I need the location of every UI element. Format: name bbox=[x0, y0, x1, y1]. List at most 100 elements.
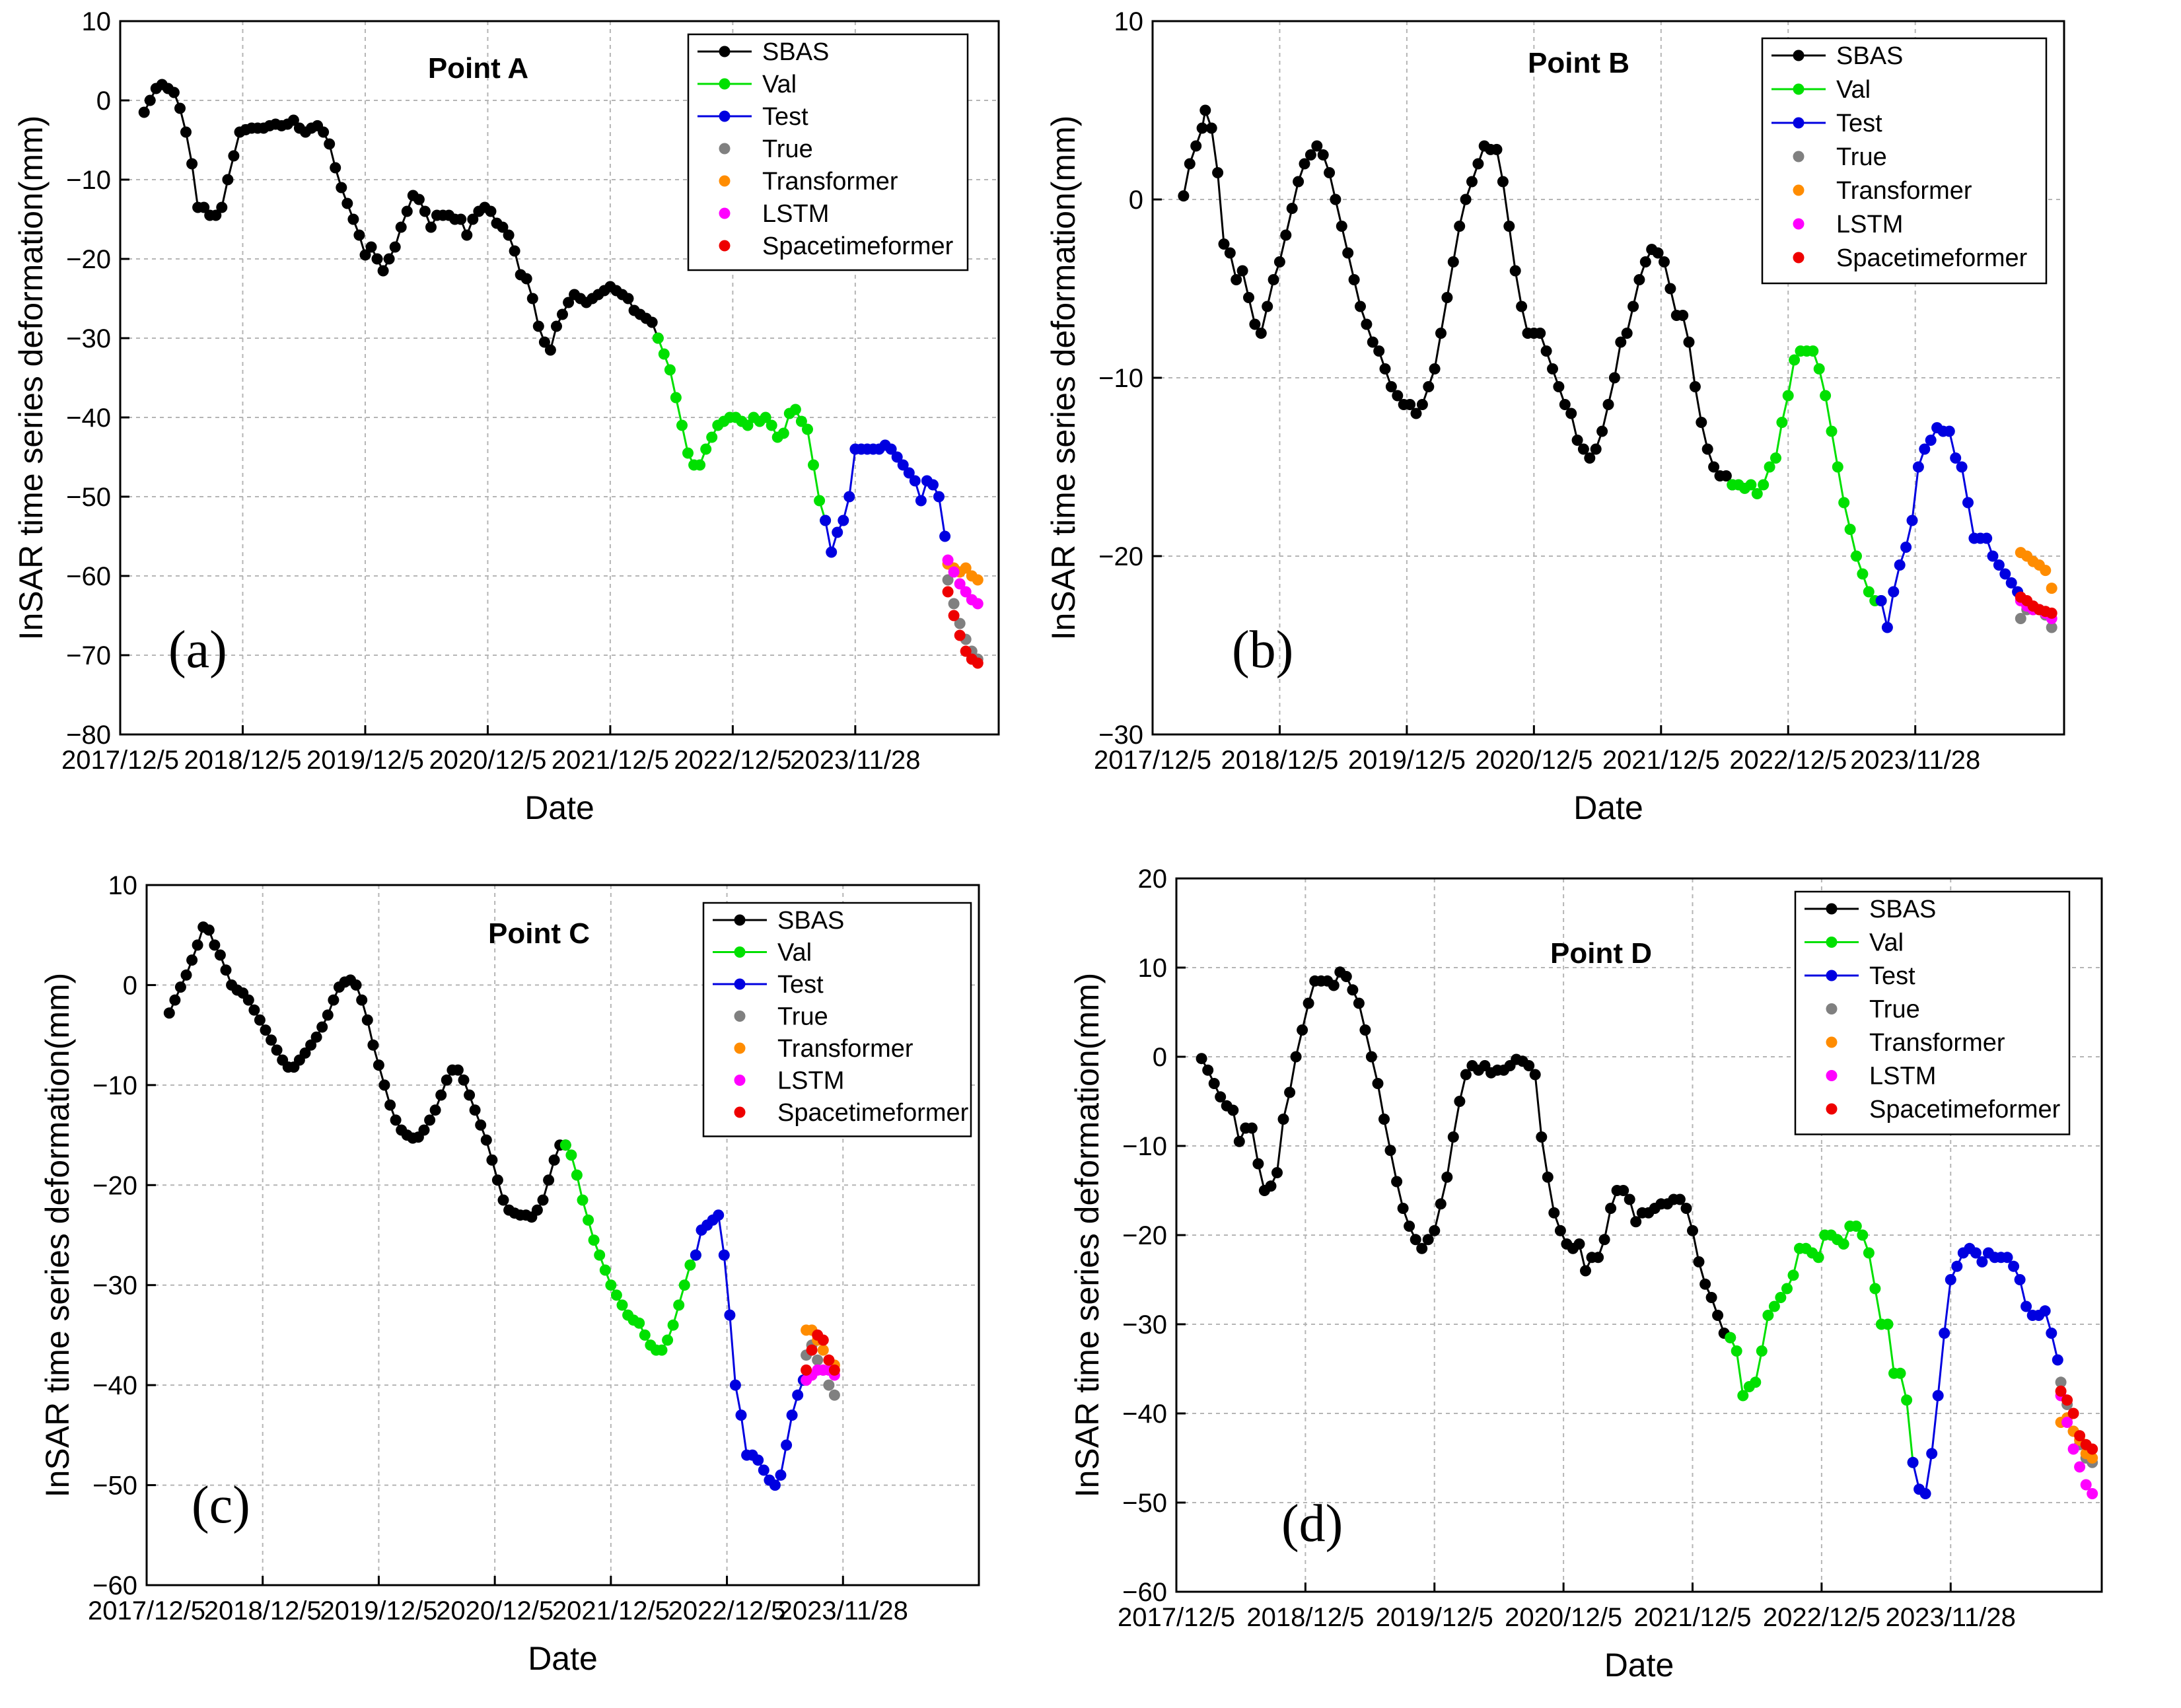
data-point bbox=[1592, 1252, 1604, 1263]
y-tick-label: −30 bbox=[66, 324, 111, 353]
data-point bbox=[425, 221, 437, 233]
x-tick-label: 2021/12/5 bbox=[1602, 746, 1720, 775]
x-tick-label: 2017/12/5 bbox=[1094, 746, 1211, 775]
data-point bbox=[735, 1409, 747, 1421]
series-transformer bbox=[2015, 547, 2057, 594]
x-tick-label: 2019/12/5 bbox=[306, 746, 424, 775]
legend-label: Test bbox=[777, 971, 824, 999]
data-point bbox=[678, 1279, 690, 1291]
legend-label: True bbox=[1869, 996, 1920, 1024]
data-point bbox=[1297, 1024, 1308, 1036]
data-point bbox=[972, 598, 983, 610]
data-point bbox=[169, 994, 181, 1006]
legend-label: True bbox=[777, 1003, 828, 1031]
data-point bbox=[1233, 1135, 1245, 1147]
data-point bbox=[1441, 1171, 1453, 1183]
data-point bbox=[365, 241, 377, 253]
data-point bbox=[1385, 381, 1397, 392]
y-tick-label: −20 bbox=[92, 1171, 137, 1200]
data-point bbox=[1416, 399, 1428, 410]
legend-marker bbox=[1826, 970, 1838, 981]
data-point bbox=[1630, 1216, 1642, 1228]
y-tick-label: 10 bbox=[108, 871, 138, 900]
data-point bbox=[972, 574, 983, 586]
legend-marker bbox=[719, 143, 731, 155]
data-point bbox=[254, 1014, 266, 1026]
data-point bbox=[1639, 256, 1651, 267]
data-point bbox=[1621, 328, 1633, 339]
data-point bbox=[760, 411, 771, 423]
data-point bbox=[1615, 336, 1627, 348]
data-point bbox=[1231, 274, 1242, 285]
data-point bbox=[1900, 542, 1912, 553]
data-point bbox=[1268, 274, 1279, 285]
y-tick-label: −50 bbox=[66, 483, 111, 512]
data-point bbox=[480, 1134, 492, 1146]
data-point bbox=[1372, 1078, 1384, 1089]
legend-marker bbox=[734, 946, 746, 958]
data-point bbox=[1190, 140, 1202, 152]
data-point bbox=[1252, 1158, 1264, 1170]
data-point bbox=[328, 994, 340, 1006]
data-point bbox=[1894, 1367, 1906, 1379]
data-point bbox=[1534, 328, 1546, 339]
data-point bbox=[1598, 1234, 1610, 1246]
data-point bbox=[838, 515, 849, 526]
data-point bbox=[377, 265, 389, 277]
x-tick-label: 2021/12/5 bbox=[1634, 1603, 1752, 1632]
y-tick-label: 0 bbox=[1153, 1043, 1167, 1072]
data-point bbox=[1373, 345, 1385, 357]
data-point bbox=[1993, 559, 2005, 571]
data-point bbox=[1410, 1234, 1421, 1246]
data-point bbox=[452, 1064, 464, 1076]
data-point bbox=[1215, 1091, 1227, 1103]
data-point bbox=[1336, 221, 1347, 232]
data-point bbox=[1844, 524, 1856, 535]
data-point bbox=[729, 1379, 741, 1391]
data-point bbox=[242, 994, 254, 1006]
data-point bbox=[192, 939, 203, 951]
data-point bbox=[690, 1249, 701, 1261]
data-point bbox=[322, 1009, 334, 1021]
data-point bbox=[1826, 425, 1838, 437]
data-point bbox=[828, 1389, 840, 1401]
x-axis-title: Date bbox=[524, 789, 594, 826]
data-point bbox=[1202, 1064, 1214, 1076]
data-point bbox=[673, 1299, 685, 1311]
data-point bbox=[594, 1249, 606, 1261]
y-tick-label: −40 bbox=[92, 1371, 137, 1400]
y-tick-label: −10 bbox=[92, 1071, 137, 1100]
data-point bbox=[1466, 176, 1478, 188]
data-point bbox=[367, 1039, 379, 1051]
data-point bbox=[1812, 1252, 1824, 1263]
data-point bbox=[766, 419, 777, 431]
data-point bbox=[1361, 318, 1373, 330]
series-spacetimeformer bbox=[2055, 1385, 2098, 1455]
data-point bbox=[1509, 265, 1521, 277]
y-tick-label: 20 bbox=[1138, 865, 1168, 894]
data-point bbox=[384, 1099, 396, 1111]
data-point bbox=[1932, 1390, 1944, 1402]
x-tick-label: 2017/12/5 bbox=[1118, 1603, 1235, 1632]
data-point bbox=[467, 213, 479, 225]
data-point bbox=[752, 1454, 764, 1466]
series-val bbox=[559, 1139, 701, 1356]
data-point bbox=[1857, 568, 1869, 580]
data-point bbox=[610, 1289, 622, 1301]
data-point bbox=[1429, 363, 1441, 374]
data-point bbox=[1926, 1448, 1938, 1460]
data-point bbox=[2061, 1417, 2073, 1428]
data-point bbox=[318, 126, 330, 138]
y-tick-label: −50 bbox=[1122, 1489, 1167, 1518]
legend-label: Test bbox=[1869, 962, 1915, 990]
data-point bbox=[1454, 221, 1466, 232]
data-point bbox=[960, 586, 972, 598]
legend-marker bbox=[734, 1075, 746, 1086]
data-point bbox=[1677, 310, 1689, 321]
data-point bbox=[1284, 1086, 1296, 1098]
x-tick-label: 2020/12/5 bbox=[1475, 746, 1592, 775]
data-point bbox=[371, 253, 383, 265]
y-tick-label: −10 bbox=[1098, 364, 1143, 393]
data-point bbox=[1218, 238, 1230, 250]
